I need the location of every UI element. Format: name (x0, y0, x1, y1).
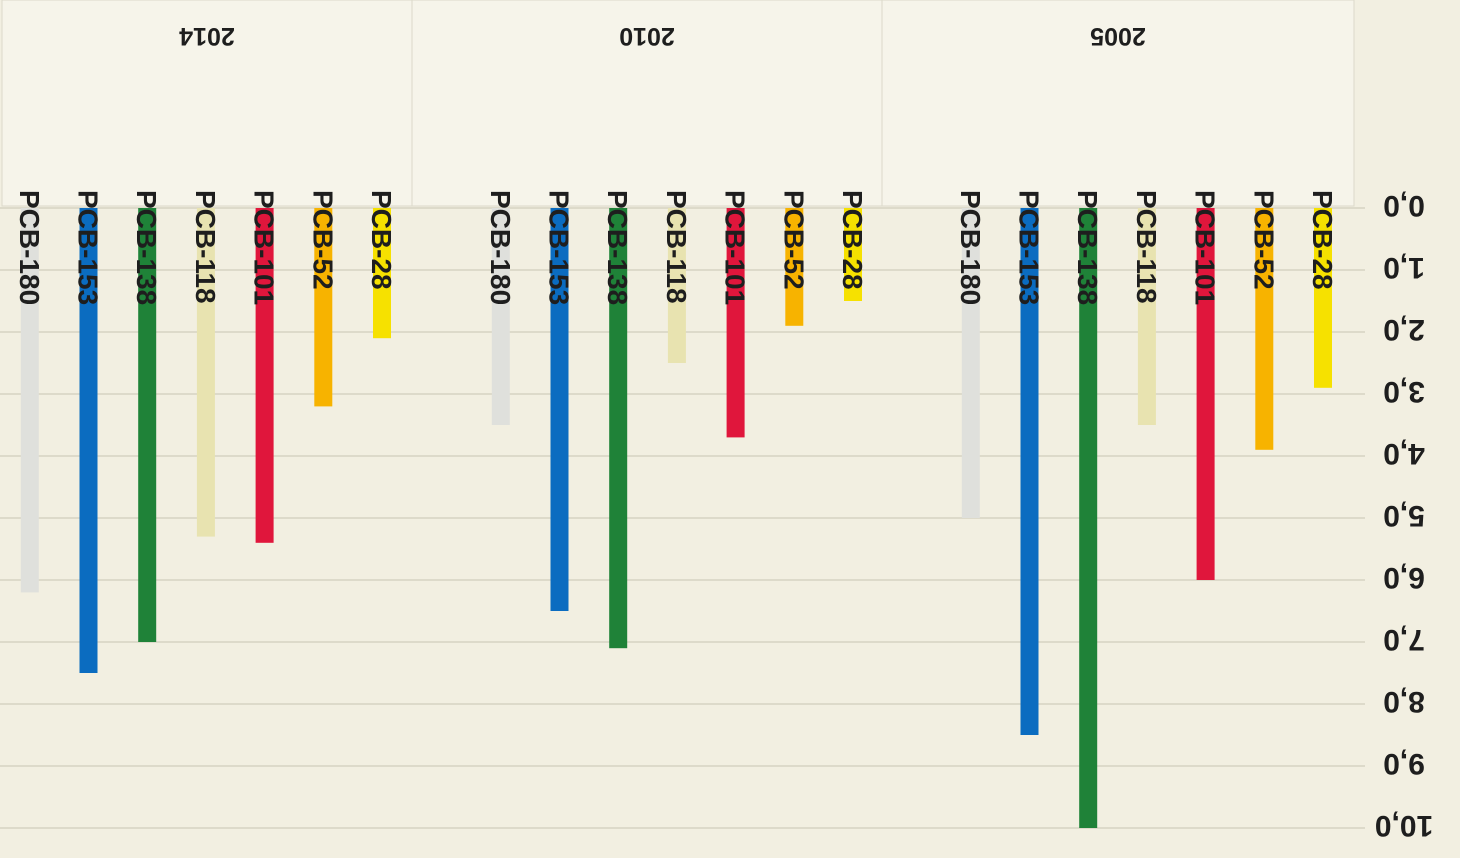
category-label-2005-pcb-138: PCB-138 (1072, 190, 1103, 305)
y-tick-label: 10,0 (1375, 809, 1433, 842)
y-tick-label: 1,0 (1383, 251, 1425, 284)
bar-2014-pcb-118 (196, 208, 215, 537)
category-label-2005-pcb-52: PCB-52 (1248, 190, 1279, 290)
y-tick-label: 3,0 (1383, 375, 1425, 408)
group-label-2014: 2014 (179, 22, 235, 50)
bar-2005-pcb-52 (1255, 208, 1274, 450)
category-label-2010-pcb-118: PCB-118 (661, 190, 692, 304)
category-label-2005-pcb-101: PCB-101 (1190, 190, 1221, 305)
category-label-2010-pcb-138: PCB-138 (602, 190, 633, 305)
bar-2005-pcb-101 (1196, 208, 1215, 580)
bar-2010-pcb-118 (667, 208, 686, 363)
y-tick-label: 7,0 (1383, 623, 1425, 656)
category-label-2014-pcb-28: PCB-28 (366, 190, 397, 290)
y-tick-label: 2,0 (1383, 313, 1425, 346)
bar-2014-pcb-101 (255, 208, 274, 543)
category-label-2010-pcb-28: PCB-28 (837, 190, 868, 290)
bar-2005-pcb-180 (961, 208, 980, 518)
bar-2005-pcb-153 (1020, 208, 1039, 735)
category-label-2005-pcb-180: PCB-180 (955, 190, 986, 305)
bar-2010-pcb-28 (844, 208, 862, 301)
bar-2010-pcb-52 (785, 208, 804, 326)
category-label-2014-pcb-180: PCB-180 (14, 190, 45, 305)
y-tick-label: 9,0 (1383, 747, 1425, 780)
group-panel-2014 (1, 0, 413, 207)
category-label-2010-pcb-153: PCB-153 (544, 190, 575, 305)
group-label-2010: 2010 (619, 22, 675, 50)
category-label-2005-pcb-28: PCB-28 (1307, 190, 1338, 290)
bar-2014-pcb-138 (138, 208, 157, 642)
group-label-2005: 2005 (1090, 22, 1146, 50)
category-label-2014-pcb-52: PCB-52 (307, 190, 338, 290)
bar-2005-pcb-118 (1137, 208, 1156, 425)
bar-2010-pcb-180 (491, 208, 510, 425)
category-label-2014-pcb-101: PCB-101 (249, 190, 280, 305)
bar-2010-pcb-153 (550, 208, 569, 611)
bar-2014-pcb-28 (373, 208, 391, 339)
group-panel-2010 (411, 0, 883, 207)
bar-2014-pcb-153 (79, 208, 98, 673)
bar-2014-pcb-180 (20, 208, 39, 593)
bar-2010-pcb-101 (726, 208, 745, 438)
bar-2005-pcb-138 (1079, 208, 1098, 828)
y-tick-label: 4,0 (1383, 437, 1425, 470)
category-label-2014-pcb-153: PCB-153 (73, 190, 104, 305)
category-label-2010-pcb-180: PCB-180 (485, 190, 516, 305)
y-tick-label: 5,0 (1383, 499, 1425, 532)
category-label-2014-pcb-118: PCB-118 (190, 190, 221, 304)
category-label-2010-pcb-52: PCB-52 (778, 190, 809, 290)
bar-2014-pcb-52 (314, 208, 333, 407)
category-label-2014-pcb-138: PCB-138 (131, 190, 162, 305)
y-tick-label: 8,0 (1383, 685, 1425, 718)
bar-2005-pcb-28 (1314, 208, 1332, 388)
y-tick-label: 6,0 (1383, 561, 1425, 594)
group-panel-2005 (881, 0, 1355, 207)
category-label-2005-pcb-118: PCB-118 (1131, 190, 1162, 304)
category-label-2005-pcb-153: PCB-153 (1014, 190, 1045, 305)
y-tick-label: 0,0 (1383, 189, 1425, 222)
bar-2010-pcb-138 (609, 208, 628, 649)
category-label-2010-pcb-101: PCB-101 (720, 190, 751, 305)
